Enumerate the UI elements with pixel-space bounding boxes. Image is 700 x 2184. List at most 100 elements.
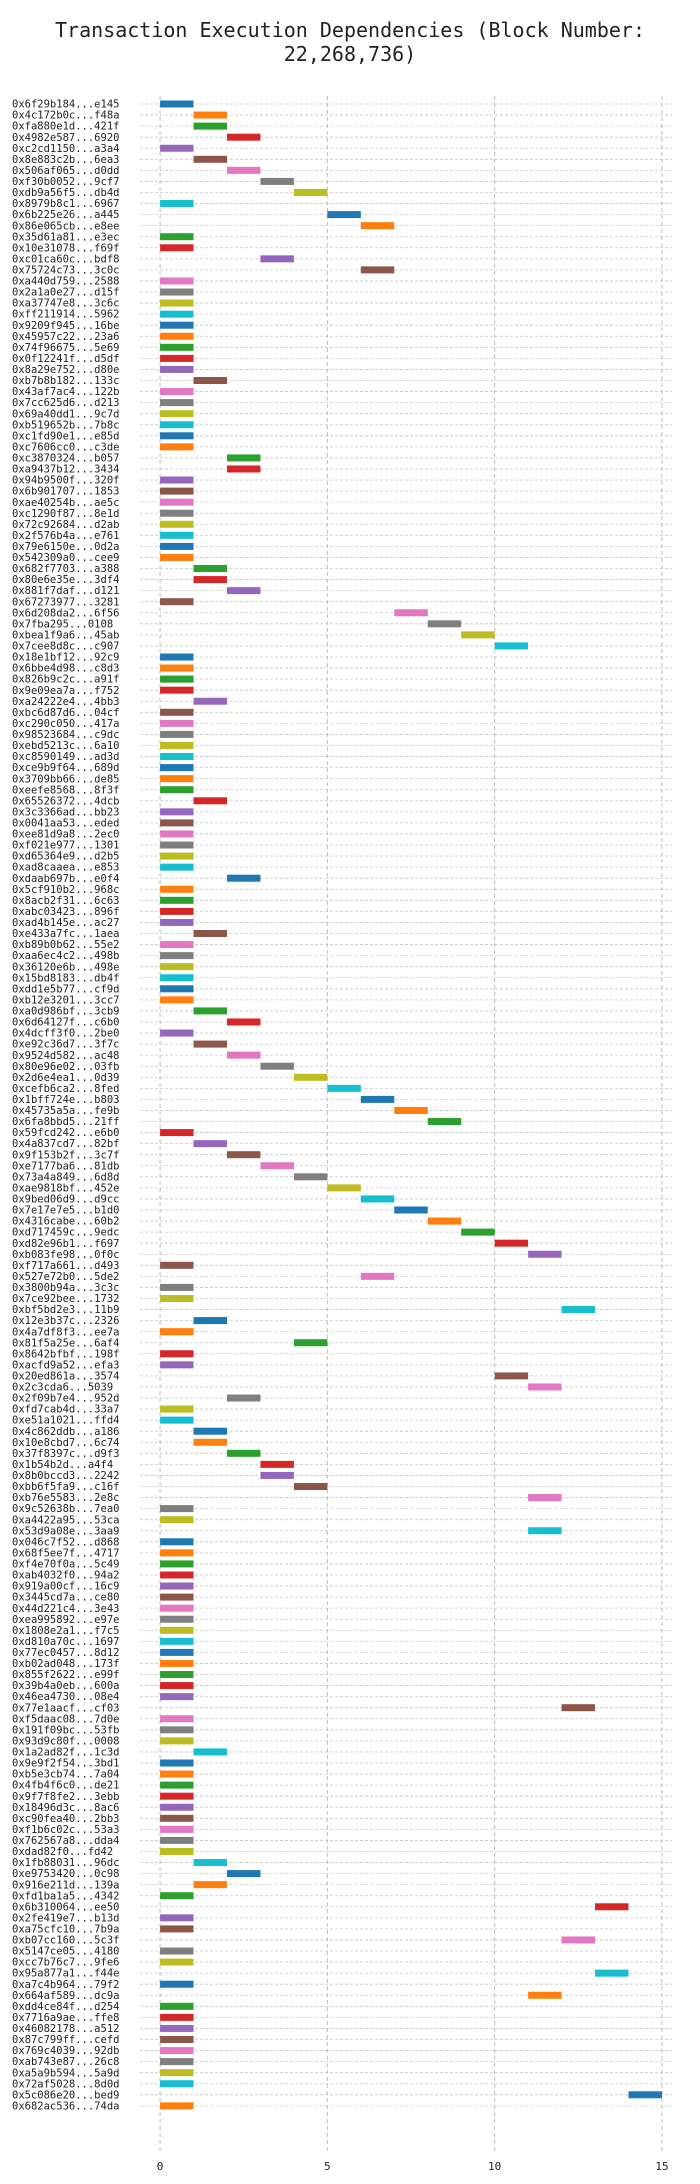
execution-bar [160, 2080, 194, 2088]
execution-bar [160, 553, 194, 561]
execution-bar [160, 985, 194, 993]
y-tick-label: 0x69a40dd1...9c7d [12, 408, 119, 420]
execution-bar [193, 1748, 227, 1756]
y-tick-label: 0x855f2622...e99f [12, 1669, 119, 1681]
execution-bar [160, 996, 194, 1004]
y-tick-label: 0xdad82f0...fd42 [12, 1846, 113, 1858]
y-tick-label: 0x4982e587...6920 [12, 132, 119, 144]
y-tick-label: 0xf4e70f0a...5c49 [12, 1559, 119, 1571]
y-tick-label: 0x39b4a0eb...600a [12, 1680, 119, 1692]
execution-bar [160, 487, 194, 495]
execution-bar [226, 587, 261, 595]
execution-bar [160, 2013, 194, 2021]
y-tick-label: 0xbc6d87d6...04cf [12, 707, 119, 719]
execution-bar [160, 1781, 194, 1789]
chart-title: Transaction Execution Dependencies (Bloc… [54, 18, 645, 66]
execution-bar [160, 476, 194, 484]
execution-bar [160, 2024, 194, 2032]
execution-bar [494, 1239, 529, 1247]
execution-bar [160, 1814, 194, 1822]
y-tick-label: 0x919a00cf...16c9 [12, 1581, 119, 1593]
execution-bar [160, 1637, 194, 1645]
y-tick-label: 0x916e211d...139a [12, 1879, 119, 1891]
execution-bar [226, 1051, 261, 1059]
execution-bar [193, 576, 227, 584]
execution-bar [160, 498, 194, 506]
execution-bar [160, 1825, 194, 1833]
y-tick-label: 0xb89b0b62...55e2 [12, 939, 119, 951]
y-tick-label: 0xebd5213c...6a10 [12, 740, 119, 752]
y-tick-label: 0x73a4a849...6d8d [12, 1171, 119, 1183]
y-tick-label: 0xff211914...5962 [12, 309, 119, 321]
y-tick-label: 0x93d9c80f...0008 [12, 1735, 119, 1747]
y-tick-label: 0x43af7ac4...122b [12, 386, 119, 398]
execution-bar [193, 1859, 227, 1867]
execution-bar [160, 852, 194, 860]
y-tick-label: 0xa24222e4...4bb3 [12, 696, 119, 708]
y-tick-label: 0x4a7df8f3...ee7a [12, 1326, 119, 1338]
execution-bar [160, 365, 194, 373]
y-tick-label: 0xd65364e9...d2b5 [12, 851, 119, 863]
y-tick-label: 0x35d61a81...e3ec [12, 231, 119, 243]
y-tick-label: 0x506af065...d0dd [12, 165, 119, 177]
execution-bar [427, 620, 462, 628]
y-tick-label: 0x0041aa53...eded [12, 818, 119, 830]
execution-bar [160, 653, 194, 661]
y-tick-label: 0x8acb2f31...6c63 [12, 895, 119, 907]
execution-bar [160, 1582, 194, 1590]
y-tick-label: 0x682f7703...a388 [12, 563, 119, 575]
y-tick-label: 0xae40254b...ae5c [12, 497, 119, 509]
y-tick-label: 0xb519652b...7b8c [12, 419, 119, 431]
execution-bar [160, 1947, 194, 1955]
execution-bar [528, 1527, 562, 1535]
y-tick-label: 0x94b9500f...320f [12, 475, 119, 487]
y-tick-label: 0x10e8cbd7...6c74 [12, 1437, 119, 1449]
execution-bar [160, 277, 194, 285]
y-tick-label: 0x4fb4f6c0...de21 [12, 1780, 119, 1792]
y-tick-label: 0xb02ad048...173f [12, 1658, 119, 1670]
y-tick-label: 0x80e6e35e...3df4 [12, 574, 119, 586]
execution-bar [394, 1206, 428, 1214]
y-tick-label: 0x77e1aacf...cf03 [12, 1702, 119, 1714]
y-tick-label: 0xe51a1021...ffd4 [12, 1415, 119, 1427]
execution-bar [226, 1018, 261, 1026]
y-tick-label: 0x6f29b184...e145 [12, 99, 119, 111]
y-tick-label: 0xeefe8568...8f3f [12, 784, 119, 796]
execution-bar [160, 2036, 194, 2043]
execution-bar [293, 1339, 328, 1347]
y-tick-label: 0x8a29e752...d80e [12, 364, 119, 376]
y-tick-label: 0xc1290f87...8e1d [12, 508, 119, 520]
y-tick-label: 0xa0d986bf...3cb9 [12, 1006, 119, 1018]
execution-bar [160, 1350, 194, 1358]
y-tick-label: 0xf30b0052...9cf7 [12, 176, 119, 188]
y-tick-label: 0xd717459c...9edc [12, 1227, 119, 1239]
execution-bar [160, 1560, 194, 1568]
execution-bar [160, 819, 194, 827]
execution-bar [193, 797, 227, 805]
execution-bar [160, 896, 194, 904]
execution-bar [193, 111, 227, 119]
y-tick-label: 0xae9818bf...452e [12, 1182, 119, 1194]
y-tick-label: 0x762567a8...dda4 [12, 1835, 119, 1847]
y-tick-label: 0x664af589...dc9a [12, 1990, 119, 2002]
execution-bar [160, 863, 194, 871]
execution-bar [160, 1261, 194, 1269]
y-tick-label: 0xb7b8b182...133c [12, 375, 119, 387]
y-tick-label: 0x9bed06d9...d9cc [12, 1194, 119, 1206]
execution-bar [528, 1250, 562, 1258]
y-tick-label: 0x10e31078...f69f [12, 242, 119, 254]
y-tick-label: 0xce9b9f64...689d [12, 762, 119, 774]
y-tick-label: 0x1bff724e...b803 [12, 1094, 119, 1106]
execution-bar [160, 1958, 194, 1966]
execution-bar [160, 1648, 194, 1656]
y-tick-label: 0xe92c36d7...3f7c [12, 1039, 119, 1051]
y-tick-label: 0x81f5a25e...6af4 [12, 1337, 119, 1349]
y-tick-label: 0xe7177ba6...81db [12, 1160, 119, 1172]
execution-bar [160, 1693, 194, 1701]
y-tick-label: 0xc2cd1150...a3a4 [12, 143, 119, 155]
y-tick-label: 0x3800b94a...3c3c [12, 1282, 119, 1294]
y-tick-label: 0x6b225e26...a445 [12, 209, 119, 221]
execution-bar [160, 1361, 194, 1369]
y-tick-label: 0xb12e3201...3cc7 [12, 994, 119, 1006]
